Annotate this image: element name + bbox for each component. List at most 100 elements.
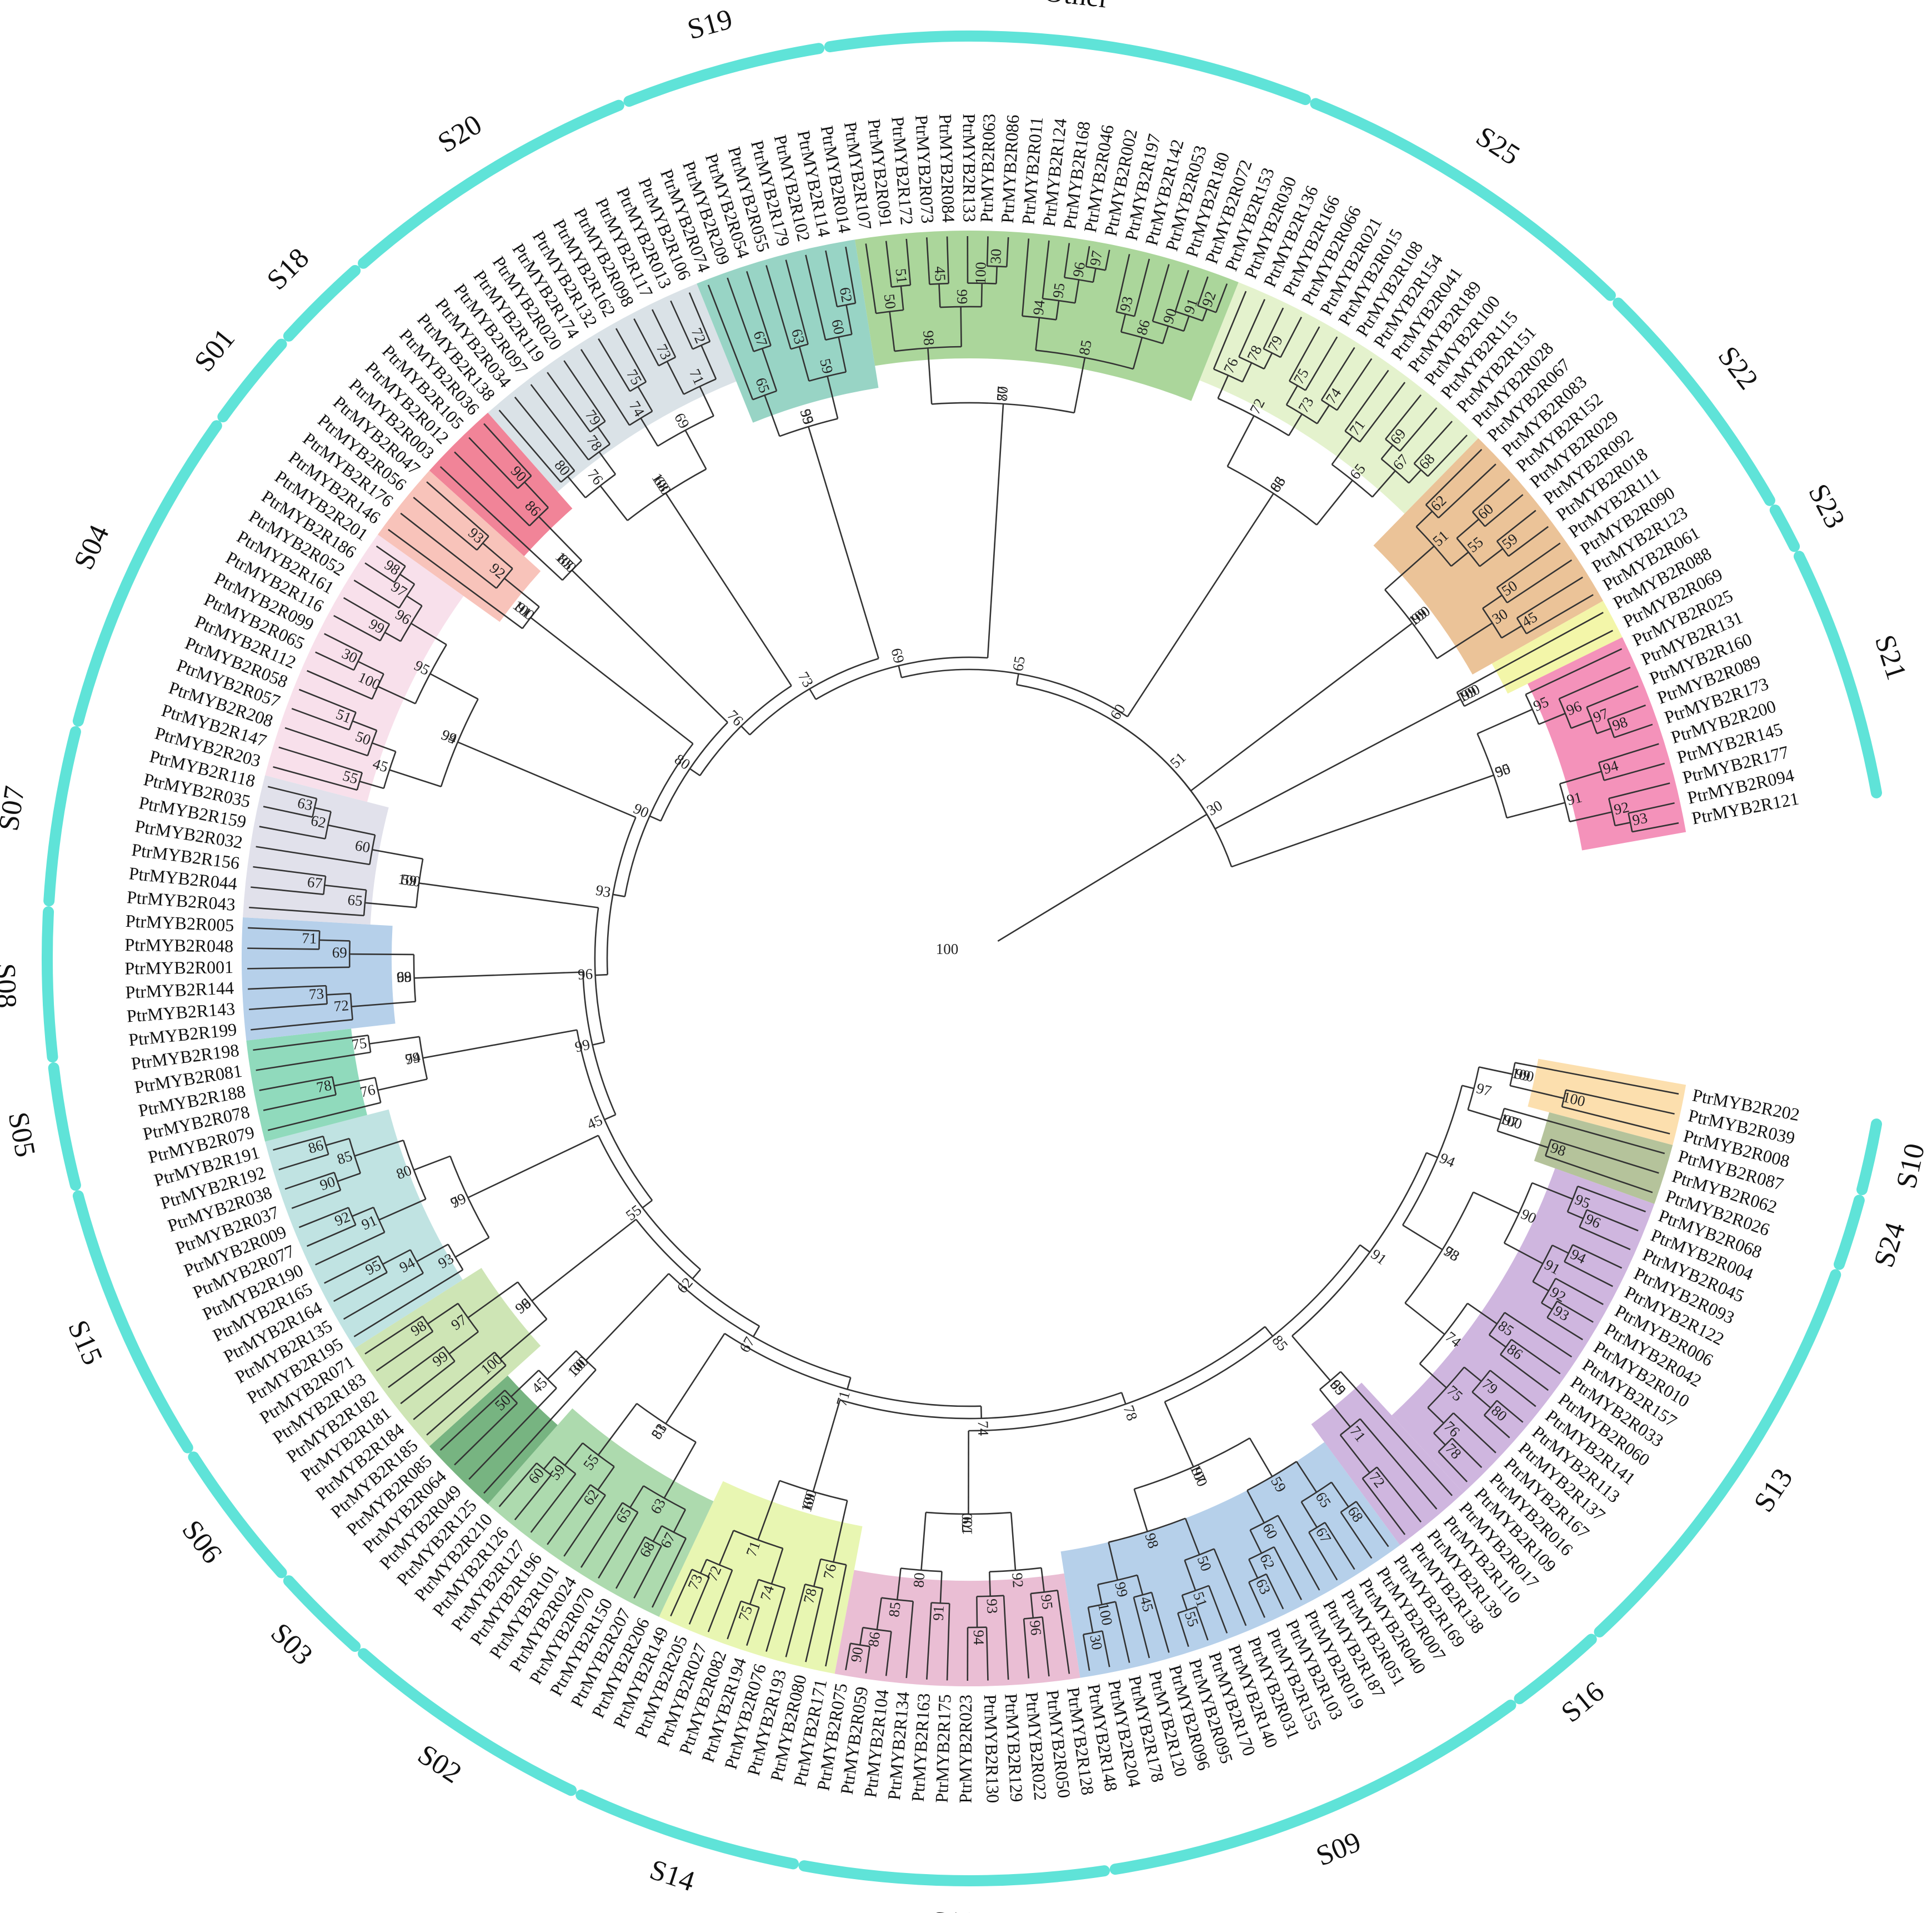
branch-radial xyxy=(351,1001,416,1007)
branch-radial xyxy=(746,1607,760,1646)
branch-arc xyxy=(348,712,357,730)
branch-arc xyxy=(363,890,367,916)
leaf-label: PtrMYB2R023 xyxy=(955,1695,975,1804)
branch-radial xyxy=(251,1018,353,1031)
branch-backbone xyxy=(419,882,599,908)
branch-radial xyxy=(324,884,367,891)
branch-radial xyxy=(1085,246,1090,267)
branch-radial xyxy=(746,271,772,346)
branch-radial xyxy=(547,372,591,433)
branch-radial xyxy=(482,542,513,570)
branch-radial xyxy=(326,992,351,996)
branch-radial xyxy=(427,1302,459,1325)
branch-radial xyxy=(1042,240,1050,299)
branch-radial xyxy=(1467,1302,1498,1325)
group-arc-s04 xyxy=(72,420,222,727)
branch-radial xyxy=(827,376,839,419)
branch-radial xyxy=(1482,595,1503,610)
bootstrap-value: 51 xyxy=(1167,749,1189,771)
branch-arc xyxy=(1606,719,1615,738)
branch-arc xyxy=(804,1584,823,1590)
bootstrap-value: 77 xyxy=(994,386,1012,402)
branch-backbone xyxy=(585,1273,669,1361)
bootstrap-value: 76 xyxy=(724,707,747,729)
branch-radial xyxy=(372,742,396,752)
branch-backbone xyxy=(613,893,625,897)
branch-radial xyxy=(598,1512,639,1579)
branch-radial xyxy=(353,1269,463,1337)
branch-arc xyxy=(1540,1278,1556,1303)
branch-backbone xyxy=(530,617,694,745)
branch-backbone xyxy=(753,1326,760,1337)
branch-backbone xyxy=(980,1406,983,1418)
branch-radial xyxy=(926,1602,932,1680)
branch-radial xyxy=(253,1035,369,1051)
branch-radial xyxy=(1531,1182,1573,1200)
branch-arc xyxy=(457,1303,479,1332)
branch-radial xyxy=(1577,1185,1646,1212)
clade-highlight-s07 xyxy=(243,775,389,925)
branch-radial xyxy=(684,429,707,469)
branch-radial xyxy=(896,1568,902,1600)
branch-radial xyxy=(1559,771,1602,785)
group-arc-s01 xyxy=(217,338,287,423)
branch-radial xyxy=(1263,352,1273,369)
branch-radial xyxy=(1339,1434,1370,1474)
bootstrap-value: 94 xyxy=(970,1630,987,1645)
branch-radial xyxy=(1511,1338,1561,1375)
branch-backbone xyxy=(689,768,700,776)
branch-radial xyxy=(426,1365,507,1436)
branch-radial xyxy=(718,1530,734,1565)
clade-highlight-s18 xyxy=(429,412,573,557)
branch-radial xyxy=(315,1231,385,1266)
branch-radial xyxy=(547,1350,577,1380)
branch-radial xyxy=(1604,762,1665,781)
branch-radial xyxy=(413,497,478,551)
branch-radial xyxy=(1541,1302,1553,1310)
branch-arc xyxy=(1384,589,1438,659)
branch-radial xyxy=(1208,1585,1228,1634)
branch-backbone-arc xyxy=(699,685,792,776)
branch-radial xyxy=(249,906,364,917)
bootstrap-value: 100 xyxy=(798,1487,820,1514)
bootstrap-value: 50 xyxy=(881,293,899,309)
branch-radial xyxy=(1565,1089,1675,1115)
branch-radial xyxy=(673,1509,687,1533)
branch-radial xyxy=(1586,1209,1639,1232)
branch-radial xyxy=(670,1569,693,1617)
branch-radial xyxy=(865,243,877,314)
branch-radial xyxy=(633,318,659,366)
branch-radial xyxy=(1003,1595,1009,1680)
clade-highlight-s10 xyxy=(1528,1058,1686,1145)
branch-arc xyxy=(1488,1312,1505,1336)
branch-radial xyxy=(247,966,350,970)
branch-radial xyxy=(1380,444,1394,459)
branch-layer xyxy=(247,236,1679,1681)
group-label-s07: S07 xyxy=(0,784,31,833)
branch-radial xyxy=(1438,463,1496,519)
branch-radial xyxy=(563,360,606,422)
branch-arc xyxy=(562,560,583,581)
bootstrap-value: 92 xyxy=(1009,1572,1027,1588)
branch-radial xyxy=(805,254,827,341)
branch-radial xyxy=(988,1571,991,1596)
branch-radial xyxy=(1413,421,1453,464)
branch-radial xyxy=(1450,551,1469,567)
branch-radial xyxy=(1195,1606,1209,1641)
branch-radial xyxy=(1340,1511,1373,1559)
branch-radial xyxy=(652,1525,663,1542)
branch-radial xyxy=(389,769,442,788)
clade-highlight-s14 xyxy=(659,1481,863,1674)
group-label-other: Other xyxy=(1042,0,1110,14)
branch-backbone xyxy=(1426,1152,1438,1158)
branch-radial xyxy=(337,1172,361,1182)
branch-radial xyxy=(700,344,717,379)
branch-radial xyxy=(1532,1281,1549,1292)
branch-radial xyxy=(1555,1277,1604,1305)
branch-arc xyxy=(383,751,397,789)
bootstrap-value: 100 xyxy=(564,1353,592,1381)
clade-highlight-s03 xyxy=(429,1375,558,1505)
bootstrap-value: 97 xyxy=(1475,1080,1494,1100)
branch-radial xyxy=(1516,576,1583,619)
bootstrap-value: 65 xyxy=(1009,655,1028,673)
